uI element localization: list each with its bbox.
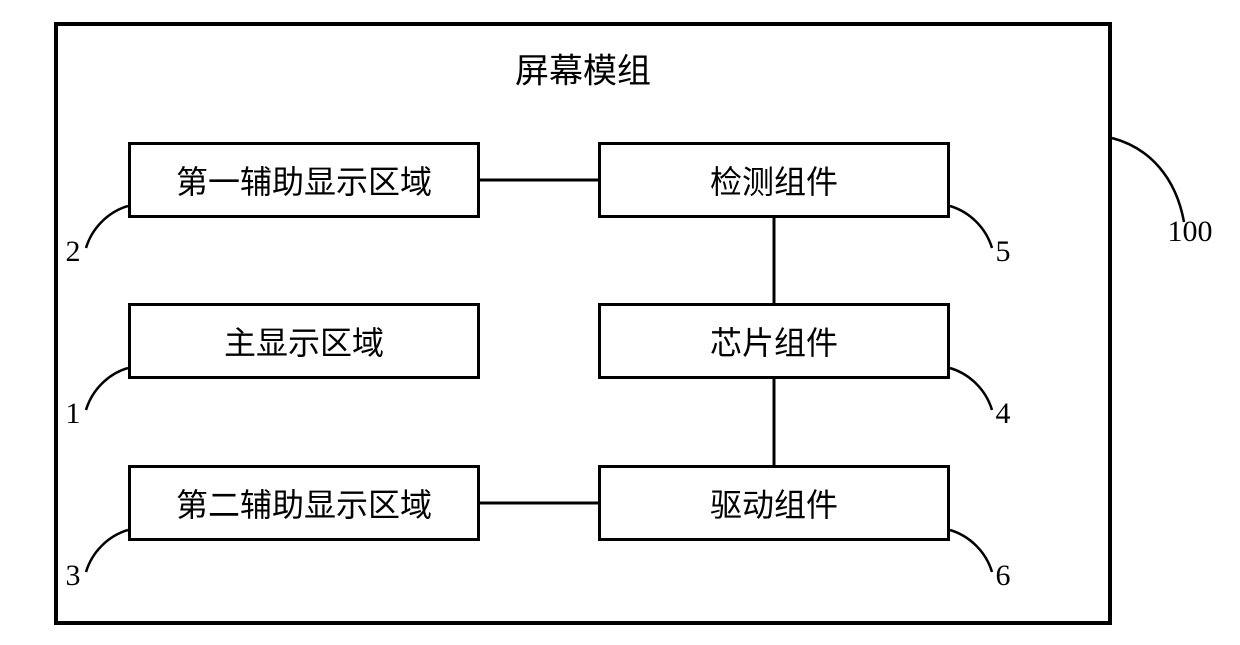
block-label: 芯片组件 bbox=[710, 318, 838, 364]
diagram-title: 屏幕模组 bbox=[515, 44, 651, 93]
callout-ref-5: 5 bbox=[996, 235, 1011, 269]
callout-ref-3: 3 bbox=[66, 559, 81, 593]
diagram-canvas: 屏幕模组 第一辅助显示区域 主显示区域 第二辅助显示区域 检测组件 芯片组件 驱… bbox=[0, 0, 1240, 645]
callout-curve bbox=[1112, 138, 1184, 222]
callout-ref-6: 6 bbox=[996, 559, 1011, 593]
block-label: 第一辅助显示区域 bbox=[176, 157, 432, 203]
block-label: 检测组件 bbox=[710, 157, 838, 203]
callout-ref-2: 2 bbox=[66, 235, 81, 269]
block-chip-component: 芯片组件 bbox=[598, 303, 950, 379]
block-label: 第二辅助显示区域 bbox=[176, 480, 432, 526]
block-second-aux-display: 第二辅助显示区域 bbox=[128, 465, 480, 541]
callout-ref-4: 4 bbox=[996, 397, 1011, 431]
callout-ref-1: 1 bbox=[66, 397, 81, 431]
block-detection-component: 检测组件 bbox=[598, 142, 950, 218]
callout-ref-100: 100 bbox=[1168, 215, 1213, 249]
block-label: 主显示区域 bbox=[224, 318, 384, 364]
block-main-display: 主显示区域 bbox=[128, 303, 480, 379]
block-label: 驱动组件 bbox=[710, 480, 838, 526]
block-driver-component: 驱动组件 bbox=[598, 465, 950, 541]
block-first-aux-display: 第一辅助显示区域 bbox=[128, 142, 480, 218]
